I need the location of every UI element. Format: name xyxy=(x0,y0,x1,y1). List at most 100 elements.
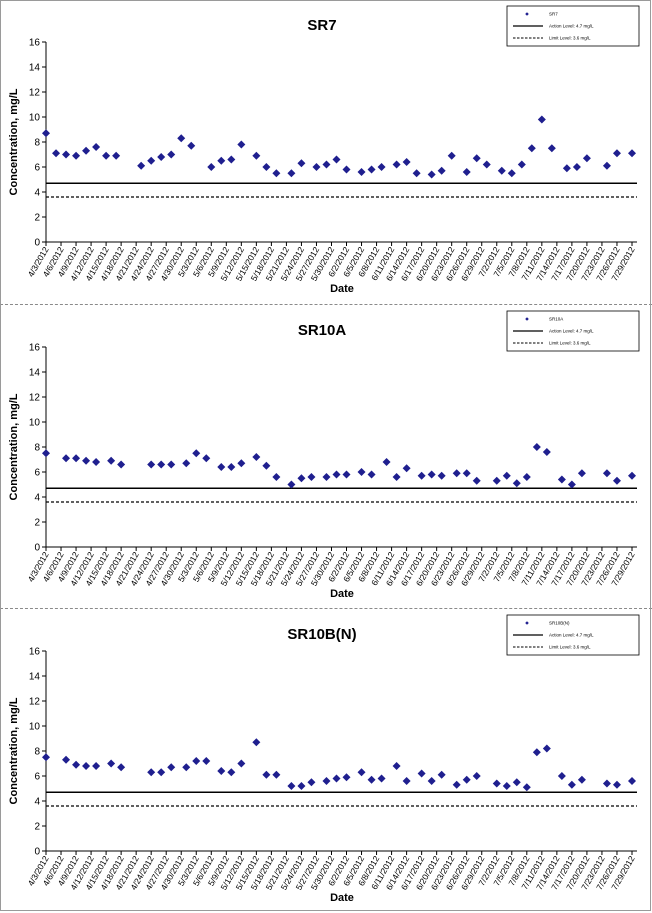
data-point xyxy=(112,151,121,160)
data-point xyxy=(237,759,246,768)
data-point xyxy=(602,469,611,478)
y-tick-label: 8 xyxy=(34,443,40,454)
y-tick-label: 0 xyxy=(34,847,40,858)
data-point xyxy=(602,779,611,788)
legend-label: SR10B(N) xyxy=(549,621,570,626)
data-point xyxy=(252,453,261,461)
data-point xyxy=(297,782,306,790)
data-point xyxy=(157,460,166,469)
data-point xyxy=(332,155,341,164)
y-tick-label: 2 xyxy=(34,518,40,529)
data-point xyxy=(627,471,636,480)
data-point xyxy=(192,449,201,458)
data-point xyxy=(357,168,366,176)
data-point xyxy=(217,156,226,165)
data-point xyxy=(297,474,306,483)
chart-panel-sr10b-n: SR10B(N) 0 2 4 6 8 10 12 14 16 Concentration, mg/L… xyxy=(0,608,652,912)
y-tick-label: 10 xyxy=(29,113,41,124)
data-point xyxy=(252,151,261,160)
data-point xyxy=(157,153,166,161)
legend: SR7 Action Level: 4.7 mg/L Limit Level: 3.… xyxy=(506,5,640,47)
data-point xyxy=(572,163,581,171)
data-point xyxy=(497,166,506,175)
data-point xyxy=(367,775,376,784)
data-point xyxy=(342,470,351,479)
data-point xyxy=(272,169,281,178)
y-tick-label: 8 xyxy=(34,138,40,149)
data-point xyxy=(612,476,621,485)
data-point xyxy=(207,163,216,171)
data-point xyxy=(92,458,101,466)
data-point xyxy=(287,480,296,489)
data-point xyxy=(532,748,541,757)
y-tick-label: 6 xyxy=(34,163,40,174)
data-point xyxy=(392,762,401,770)
data-point xyxy=(82,146,91,155)
data-point xyxy=(452,469,461,478)
data-point xyxy=(412,169,421,178)
data-point xyxy=(367,165,376,174)
data-point xyxy=(117,763,126,772)
data-point xyxy=(522,473,531,481)
data-point xyxy=(532,443,541,451)
data-point xyxy=(287,169,296,178)
data-point xyxy=(502,471,511,480)
data-point xyxy=(262,770,271,779)
data-point xyxy=(342,165,351,174)
data-point xyxy=(42,449,50,458)
data-point xyxy=(462,469,471,478)
data-point xyxy=(567,780,576,789)
data-point xyxy=(602,161,611,170)
y-tick-label: 10 xyxy=(29,418,41,429)
data-point xyxy=(227,463,236,471)
data-point xyxy=(512,778,521,787)
y-axis-label: Concentration, mg/L xyxy=(8,88,20,195)
data-point xyxy=(342,773,351,782)
data-point xyxy=(507,169,516,178)
data-point xyxy=(307,473,316,481)
data-point xyxy=(117,460,126,469)
data-point xyxy=(297,159,306,168)
legend-label: Limit Level: 3.6 mg/L xyxy=(549,645,591,650)
data-point xyxy=(377,774,386,783)
data-point xyxy=(332,470,341,479)
data-point xyxy=(357,468,366,476)
data-point xyxy=(262,461,271,470)
y-tick-label: 0 xyxy=(34,543,40,554)
data-point xyxy=(322,473,331,481)
y-tick-label: 4 xyxy=(34,797,40,808)
data-point xyxy=(102,151,111,160)
data-point xyxy=(92,143,101,151)
legend-label: Action Level: 4.7 mg/L xyxy=(549,633,594,638)
data-point xyxy=(377,163,386,171)
data-point xyxy=(522,783,531,792)
y-tick-label: 12 xyxy=(29,88,41,99)
data-point xyxy=(562,164,571,173)
data-point xyxy=(307,778,316,787)
data-point xyxy=(312,163,321,171)
data-point xyxy=(392,160,401,169)
data-point xyxy=(402,777,411,785)
data-point xyxy=(627,777,636,785)
y-tick-label: 16 xyxy=(29,343,41,354)
legend-label: Action Level: 4.7 mg/L xyxy=(549,329,594,334)
data-point xyxy=(322,777,331,785)
data-point xyxy=(202,757,211,765)
data-point xyxy=(427,170,436,179)
legend-marker xyxy=(525,12,529,16)
chart-panel-sr10a: SR10A 0 2 4 6 8 10 12 14 16 Concentration, mg/L 4/3… xyxy=(0,304,652,608)
data-point xyxy=(62,150,71,159)
data-point xyxy=(167,763,176,772)
chart-title: SR10A xyxy=(298,322,347,339)
y-tick-label: 2 xyxy=(34,213,40,224)
y-tick-label: 16 xyxy=(29,647,41,658)
y-tick-label: 4 xyxy=(34,493,40,504)
data-point xyxy=(272,770,281,779)
data-point xyxy=(492,476,501,485)
y-tick-label: 4 xyxy=(34,188,40,199)
data-point xyxy=(547,144,556,153)
y-tick-label: 14 xyxy=(29,63,41,74)
data-point xyxy=(287,782,296,790)
data-point xyxy=(612,149,621,158)
